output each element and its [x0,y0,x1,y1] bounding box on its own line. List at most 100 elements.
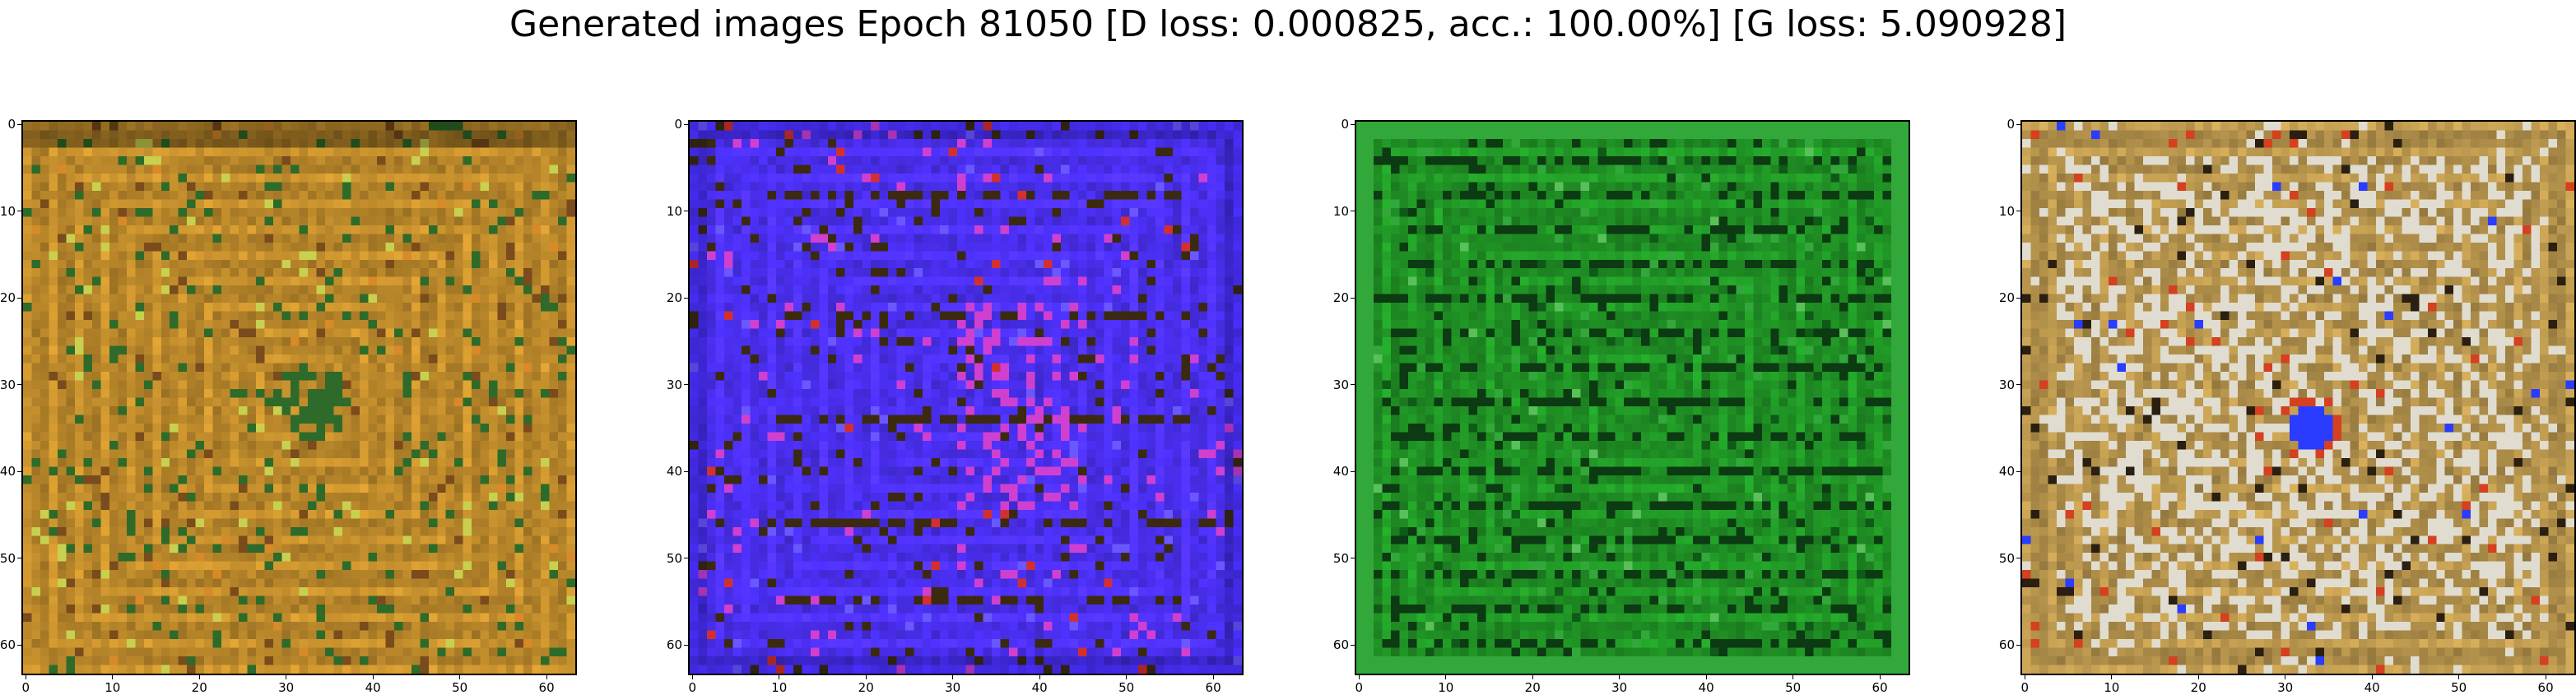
x-tick-mark [1126,675,1128,679]
x-tick-label: 60 [1872,680,1888,695]
x-tick-label: 40 [1698,680,1714,695]
x-tick-label: 0 [1355,680,1364,695]
x-tick-mark [691,675,693,679]
y-tick-mark [684,297,688,299]
x-tick-mark [1879,675,1881,679]
y-tick-mark [1351,644,1355,646]
y-tick-label: 60 [666,637,682,653]
y-tick-mark [2016,384,2020,386]
y-tick-label: 30 [1332,377,1349,392]
x-tick-label: 20 [858,680,874,695]
x-tick-label: 60 [538,680,555,695]
generated-image-2 [688,120,1244,675]
y-tick-label: 10 [1998,203,2015,219]
y-tick-mark [1351,384,1355,386]
x-tick-label: 0 [688,680,697,695]
y-tick-mark [684,123,688,125]
y-tick-label: 50 [1998,550,2015,566]
y-tick-mark [2016,123,2020,125]
x-tick-label: 10 [2104,680,2120,695]
y-tick-label: 20 [1332,290,1349,306]
x-tick-label: 40 [365,680,381,695]
y-tick-label: 0 [7,117,16,132]
y-tick-mark [17,470,21,472]
generated-image-4-pixels [2022,122,2574,674]
y-tick-mark [17,123,21,125]
y-tick-mark [2016,644,2020,646]
x-tick-mark [865,675,867,679]
y-tick-label: 50 [1332,550,1349,566]
x-tick-mark [2458,675,2460,679]
x-tick-label: 20 [1524,680,1541,695]
x-tick-mark [372,675,374,679]
y-tick-mark [17,297,21,299]
x-tick-mark [2197,675,2199,679]
y-tick-label: 60 [1998,637,2015,653]
y-tick-mark [17,384,21,386]
x-tick-label: 0 [2020,680,2030,695]
y-tick-label: 60 [1332,637,1349,653]
x-tick-mark [1039,675,1040,679]
y-tick-label: 20 [0,290,16,306]
generated-image-1 [21,120,577,675]
x-tick-mark [1358,675,1360,679]
x-tick-label: 10 [771,680,788,695]
y-tick-mark [2016,297,2020,299]
x-tick-mark [198,675,200,679]
y-tick-label: 40 [1332,464,1349,480]
x-tick-mark [546,675,547,679]
x-tick-label: 20 [191,680,207,695]
x-tick-label: 60 [2537,680,2554,695]
generated-image-3-pixels [1356,122,1909,674]
x-tick-mark [1532,675,1533,679]
y-tick-label: 10 [0,203,16,219]
y-tick-label: 20 [1998,290,2015,306]
y-tick-label: 0 [674,117,682,132]
x-tick-label: 50 [452,680,468,695]
x-tick-mark [952,675,954,679]
x-tick-label: 10 [105,680,121,695]
x-tick-label: 10 [1438,680,1454,695]
y-tick-label: 30 [0,377,16,392]
x-tick-label: 0 [21,680,30,695]
y-tick-label: 20 [666,290,682,306]
x-tick-label: 60 [1205,680,1221,695]
generated-image-4 [2020,120,2576,675]
y-tick-mark [2016,470,2020,472]
y-tick-label: 50 [666,550,682,566]
x-tick-label: 30 [2277,680,2294,695]
x-tick-mark [2371,675,2373,679]
x-tick-mark [112,675,114,679]
y-tick-mark [1351,297,1355,299]
x-tick-mark [1619,675,1620,679]
x-tick-mark [1705,675,1707,679]
y-tick-label: 50 [0,550,16,566]
generated-image-2-pixels [690,122,1242,674]
y-tick-label: 30 [666,377,682,392]
y-tick-label: 0 [1341,117,1349,132]
y-tick-mark [1351,123,1355,125]
generated-image-3 [1355,120,1910,675]
y-tick-label: 10 [666,203,682,219]
y-tick-label: 10 [1332,203,1349,219]
y-tick-label: 40 [666,464,682,480]
y-tick-mark [1351,470,1355,472]
x-tick-mark [1445,675,1447,679]
y-tick-mark [684,644,688,646]
generated-image-1-pixels [23,122,575,674]
y-tick-label: 60 [0,637,16,653]
y-tick-mark [684,384,688,386]
x-tick-label: 50 [1118,680,1135,695]
x-tick-label: 30 [278,680,295,695]
x-tick-label: 30 [1611,680,1628,695]
x-tick-label: 50 [2451,680,2467,695]
x-tick-label: 50 [1785,680,1802,695]
y-tick-mark [17,644,21,646]
y-tick-label: 30 [1998,377,2015,392]
x-tick-label: 30 [945,680,961,695]
y-tick-mark [684,470,688,472]
x-tick-mark [2111,675,2113,679]
x-tick-mark [459,675,461,679]
y-tick-label: 0 [2006,117,2015,132]
x-tick-label: 20 [2190,680,2206,695]
